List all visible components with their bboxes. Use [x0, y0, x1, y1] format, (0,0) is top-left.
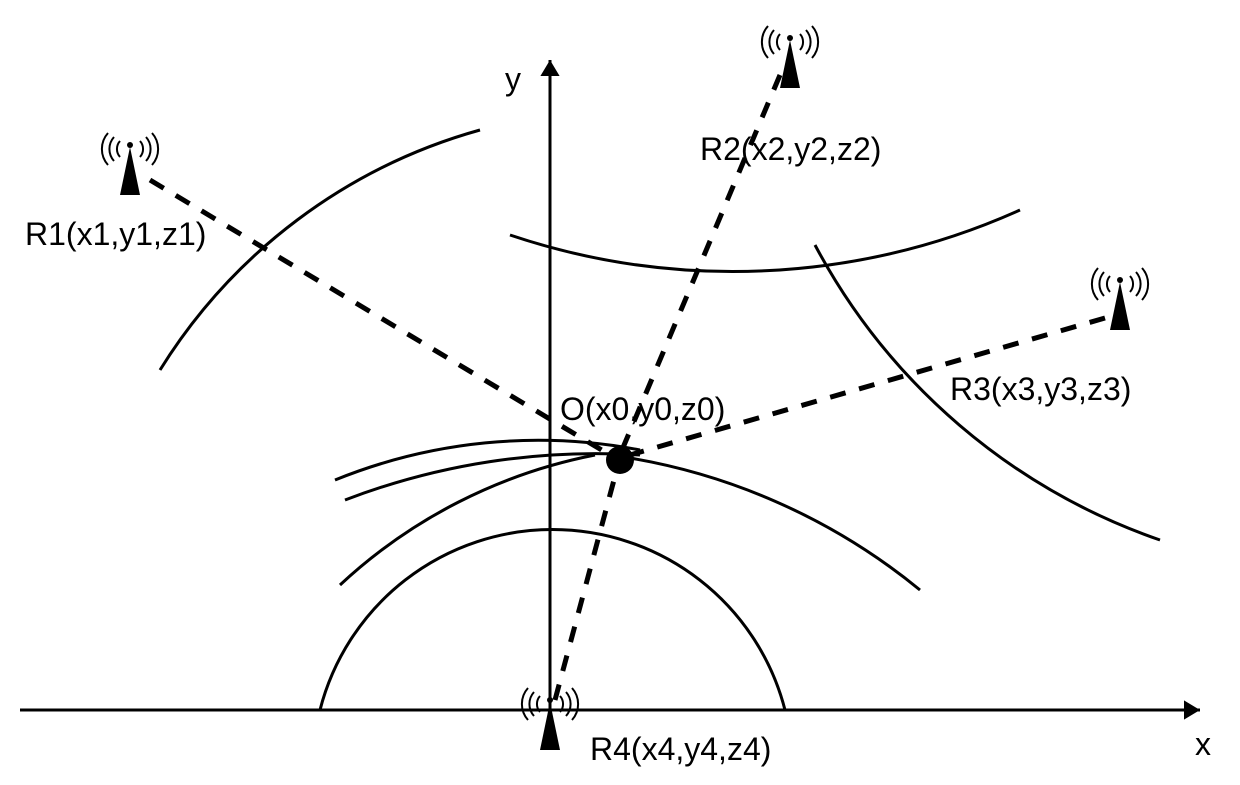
tower-icon: [762, 26, 818, 88]
tower-label: R4(x4,y4,z4): [590, 731, 771, 767]
distance-line: [150, 180, 610, 455]
range-arc: [340, 455, 595, 585]
tower-icon: [102, 133, 158, 195]
y-axis-label: y: [505, 61, 521, 97]
tower-label: R1(x1,y1,z1): [25, 216, 206, 252]
range-arc: [610, 455, 920, 590]
tower-label: R2(x2,y2,z2): [700, 131, 881, 167]
x-axis-label: x: [1195, 726, 1211, 762]
range-arc: [320, 530, 785, 710]
y-axis: y: [505, 60, 560, 710]
tower-icon: [522, 688, 578, 750]
diagram-canvas: x y R1(x1,y1,z1) R2(x2,y2,z2) R3(x3,y3,z3)…: [0, 0, 1240, 785]
distance-line: [555, 465, 618, 700]
range-arc: [510, 210, 1020, 272]
range-arc: [160, 130, 480, 370]
origin-label: O(x0,y0,z0): [560, 391, 725, 427]
origin-point: [606, 446, 634, 474]
tower-label: R3(x3,y3,z3): [950, 371, 1131, 407]
